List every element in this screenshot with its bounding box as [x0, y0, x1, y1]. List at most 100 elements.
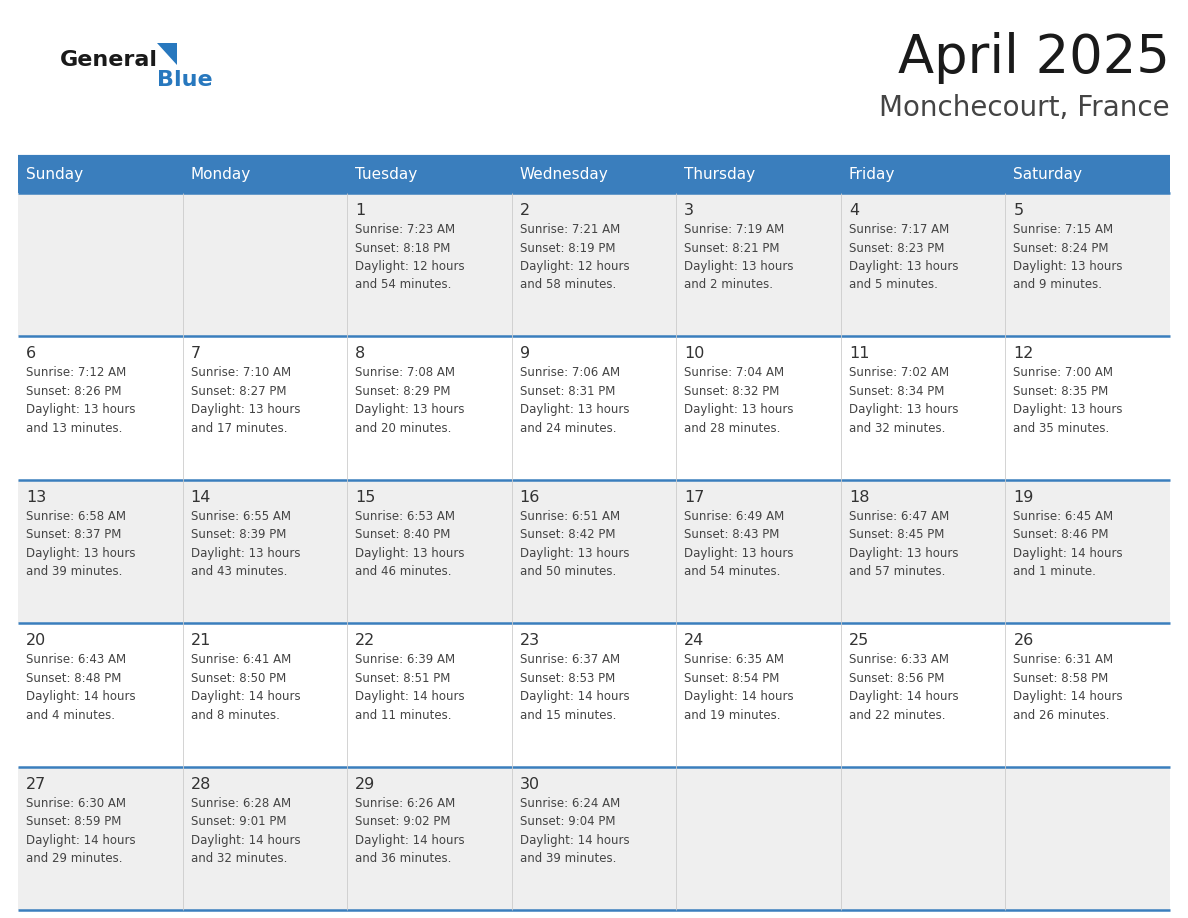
Text: 8: 8 [355, 346, 366, 362]
Bar [512, 623, 676, 767]
Text: Sunrise: 6:28 AM
Sunset: 9:01 PM
Daylight: 14 hours
and 32 minutes.: Sunrise: 6:28 AM Sunset: 9:01 PM Dayligh… [190, 797, 301, 865]
Bar [183, 623, 347, 767]
Text: Sunrise: 6:49 AM
Sunset: 8:43 PM
Daylight: 13 hours
and 54 minutes.: Sunrise: 6:49 AM Sunset: 8:43 PM Dayligh… [684, 509, 794, 578]
Text: 2: 2 [519, 203, 530, 218]
Bar [18, 157, 183, 193]
Bar [841, 157, 1005, 193]
Bar [347, 767, 512, 910]
Text: 10: 10 [684, 346, 704, 362]
Text: Sunrise: 6:33 AM
Sunset: 8:56 PM
Daylight: 14 hours
and 22 minutes.: Sunrise: 6:33 AM Sunset: 8:56 PM Dayligh… [849, 654, 959, 722]
Text: Sunrise: 6:47 AM
Sunset: 8:45 PM
Daylight: 13 hours
and 57 minutes.: Sunrise: 6:47 AM Sunset: 8:45 PM Dayligh… [849, 509, 959, 578]
Text: 18: 18 [849, 490, 870, 505]
Text: Sunrise: 6:45 AM
Sunset: 8:46 PM
Daylight: 14 hours
and 1 minute.: Sunrise: 6:45 AM Sunset: 8:46 PM Dayligh… [1013, 509, 1123, 578]
Bar [18, 193, 183, 336]
Bar [512, 336, 676, 480]
Bar [512, 193, 676, 336]
Text: Sunday: Sunday [26, 167, 83, 183]
Text: Sunrise: 6:41 AM
Sunset: 8:50 PM
Daylight: 14 hours
and 8 minutes.: Sunrise: 6:41 AM Sunset: 8:50 PM Dayligh… [190, 654, 301, 722]
Text: Sunrise: 7:15 AM
Sunset: 8:24 PM
Daylight: 13 hours
and 9 minutes.: Sunrise: 7:15 AM Sunset: 8:24 PM Dayligh… [1013, 223, 1123, 292]
Bar [676, 480, 841, 623]
Bar [676, 336, 841, 480]
Bar [347, 193, 512, 336]
Bar [1005, 623, 1170, 767]
Text: Sunrise: 7:04 AM
Sunset: 8:32 PM
Daylight: 13 hours
and 28 minutes.: Sunrise: 7:04 AM Sunset: 8:32 PM Dayligh… [684, 366, 794, 435]
Text: 21: 21 [190, 633, 211, 648]
Text: 24: 24 [684, 633, 704, 648]
Text: Sunrise: 7:08 AM
Sunset: 8:29 PM
Daylight: 13 hours
and 20 minutes.: Sunrise: 7:08 AM Sunset: 8:29 PM Dayligh… [355, 366, 465, 435]
Bar [841, 767, 1005, 910]
Text: 6: 6 [26, 346, 36, 362]
Text: 27: 27 [26, 777, 46, 791]
Text: Sunrise: 6:39 AM
Sunset: 8:51 PM
Daylight: 14 hours
and 11 minutes.: Sunrise: 6:39 AM Sunset: 8:51 PM Dayligh… [355, 654, 465, 722]
Bar [676, 767, 841, 910]
Text: 5: 5 [1013, 203, 1024, 218]
Text: Sunrise: 6:30 AM
Sunset: 8:59 PM
Daylight: 14 hours
and 29 minutes.: Sunrise: 6:30 AM Sunset: 8:59 PM Dayligh… [26, 797, 135, 865]
Text: 12: 12 [1013, 346, 1034, 362]
Bar [841, 480, 1005, 623]
Text: Sunrise: 7:17 AM
Sunset: 8:23 PM
Daylight: 13 hours
and 5 minutes.: Sunrise: 7:17 AM Sunset: 8:23 PM Dayligh… [849, 223, 959, 292]
Bar [183, 193, 347, 336]
Text: Sunrise: 6:26 AM
Sunset: 9:02 PM
Daylight: 14 hours
and 36 minutes.: Sunrise: 6:26 AM Sunset: 9:02 PM Dayligh… [355, 797, 465, 865]
Bar [347, 157, 512, 193]
Text: Sunrise: 7:06 AM
Sunset: 8:31 PM
Daylight: 13 hours
and 24 minutes.: Sunrise: 7:06 AM Sunset: 8:31 PM Dayligh… [519, 366, 630, 435]
Text: 13: 13 [26, 490, 46, 505]
Bar [676, 157, 841, 193]
Text: Monday: Monday [190, 167, 251, 183]
Bar [512, 157, 676, 193]
Text: Sunrise: 7:19 AM
Sunset: 8:21 PM
Daylight: 13 hours
and 2 minutes.: Sunrise: 7:19 AM Sunset: 8:21 PM Dayligh… [684, 223, 794, 292]
Text: Friday: Friday [849, 167, 896, 183]
Text: Sunrise: 6:31 AM
Sunset: 8:58 PM
Daylight: 14 hours
and 26 minutes.: Sunrise: 6:31 AM Sunset: 8:58 PM Dayligh… [1013, 654, 1123, 722]
Text: 16: 16 [519, 490, 541, 505]
Text: 17: 17 [684, 490, 704, 505]
Text: 29: 29 [355, 777, 375, 791]
Text: Monchecourt, France: Monchecourt, France [879, 94, 1170, 122]
Bar [841, 336, 1005, 480]
Text: 23: 23 [519, 633, 539, 648]
Text: Sunrise: 6:58 AM
Sunset: 8:37 PM
Daylight: 13 hours
and 39 minutes.: Sunrise: 6:58 AM Sunset: 8:37 PM Dayligh… [26, 509, 135, 578]
Text: 14: 14 [190, 490, 211, 505]
Text: Sunrise: 7:23 AM
Sunset: 8:18 PM
Daylight: 12 hours
and 54 minutes.: Sunrise: 7:23 AM Sunset: 8:18 PM Dayligh… [355, 223, 465, 292]
Text: Sunrise: 7:00 AM
Sunset: 8:35 PM
Daylight: 13 hours
and 35 minutes.: Sunrise: 7:00 AM Sunset: 8:35 PM Dayligh… [1013, 366, 1123, 435]
Text: 4: 4 [849, 203, 859, 218]
Text: Thursday: Thursday [684, 167, 756, 183]
Text: General: General [61, 50, 158, 70]
Text: Blue: Blue [157, 70, 213, 90]
Bar [676, 193, 841, 336]
Text: Tuesday: Tuesday [355, 167, 417, 183]
Text: 30: 30 [519, 777, 539, 791]
Text: 11: 11 [849, 346, 870, 362]
Bar [183, 336, 347, 480]
Bar [183, 157, 347, 193]
Text: 9: 9 [519, 346, 530, 362]
Polygon shape [157, 43, 177, 65]
Bar [347, 336, 512, 480]
Bar [676, 623, 841, 767]
Bar [347, 623, 512, 767]
Bar [841, 623, 1005, 767]
Bar [1005, 157, 1170, 193]
Bar [512, 480, 676, 623]
Bar [1005, 336, 1170, 480]
Text: 26: 26 [1013, 633, 1034, 648]
Text: Sunrise: 7:12 AM
Sunset: 8:26 PM
Daylight: 13 hours
and 13 minutes.: Sunrise: 7:12 AM Sunset: 8:26 PM Dayligh… [26, 366, 135, 435]
Text: Sunrise: 7:02 AM
Sunset: 8:34 PM
Daylight: 13 hours
and 32 minutes.: Sunrise: 7:02 AM Sunset: 8:34 PM Dayligh… [849, 366, 959, 435]
Text: 25: 25 [849, 633, 870, 648]
Bar [1005, 767, 1170, 910]
Text: 7: 7 [190, 346, 201, 362]
Text: Sunrise: 6:37 AM
Sunset: 8:53 PM
Daylight: 14 hours
and 15 minutes.: Sunrise: 6:37 AM Sunset: 8:53 PM Dayligh… [519, 654, 630, 722]
Bar [183, 480, 347, 623]
Bar [512, 767, 676, 910]
Text: Wednesday: Wednesday [519, 167, 608, 183]
Bar [347, 480, 512, 623]
Text: Sunrise: 6:43 AM
Sunset: 8:48 PM
Daylight: 14 hours
and 4 minutes.: Sunrise: 6:43 AM Sunset: 8:48 PM Dayligh… [26, 654, 135, 722]
Text: 22: 22 [355, 633, 375, 648]
Text: 15: 15 [355, 490, 375, 505]
Text: Sunrise: 7:10 AM
Sunset: 8:27 PM
Daylight: 13 hours
and 17 minutes.: Sunrise: 7:10 AM Sunset: 8:27 PM Dayligh… [190, 366, 301, 435]
Text: Saturday: Saturday [1013, 167, 1082, 183]
Bar [18, 767, 183, 910]
Bar [18, 623, 183, 767]
Bar [18, 336, 183, 480]
Bar [183, 767, 347, 910]
Text: 19: 19 [1013, 490, 1034, 505]
Bar [1005, 193, 1170, 336]
